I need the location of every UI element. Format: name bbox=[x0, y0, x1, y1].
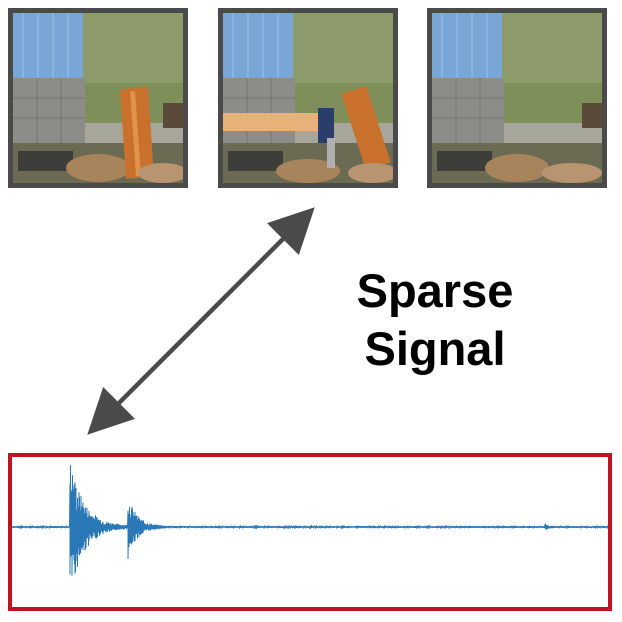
headline-line-2: Signal bbox=[364, 322, 506, 375]
audio-waveform bbox=[12, 464, 608, 576]
video-frame-before bbox=[8, 8, 188, 188]
audio-waveform-panel bbox=[8, 453, 612, 611]
video-frame-impact bbox=[218, 8, 398, 188]
frame-scene-before bbox=[13, 13, 183, 183]
headline-line-1: Sparse bbox=[356, 264, 514, 317]
frame-scene-after bbox=[432, 13, 602, 183]
headline: Sparse Signal bbox=[300, 262, 570, 378]
video-frame-after bbox=[427, 8, 607, 188]
frame-scene-impact bbox=[223, 13, 393, 183]
waveform-trace bbox=[12, 464, 608, 576]
